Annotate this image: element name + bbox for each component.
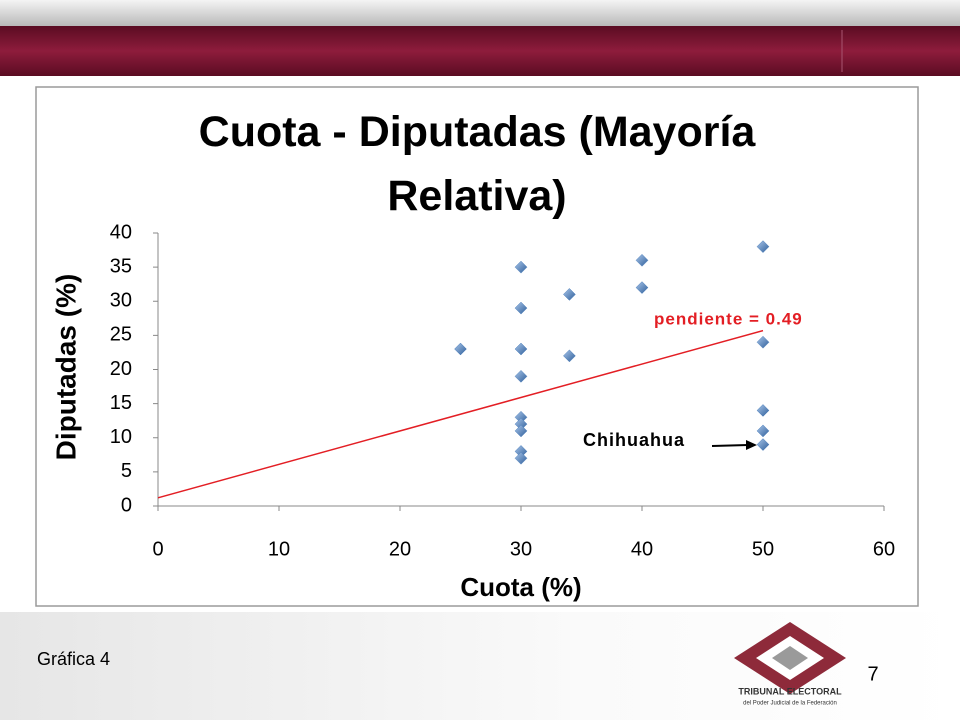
data-point	[563, 288, 576, 301]
data-point	[756, 424, 770, 438]
header-top	[0, 0, 960, 26]
x-tick-label: 0	[152, 538, 163, 560]
y-tick-label: 0	[121, 494, 132, 516]
annotation: Chihuahua	[583, 430, 685, 450]
annotation-arrowhead	[746, 440, 757, 450]
y-tick-label: 15	[110, 392, 132, 414]
data-point	[514, 424, 528, 438]
annotation: pendiente = 0.49	[654, 309, 803, 328]
trendline	[157, 329, 764, 499]
data-point	[514, 342, 528, 356]
x-tick-label: 20	[389, 538, 411, 560]
data-point	[563, 349, 576, 363]
x-tick-label: 50	[752, 538, 774, 560]
data-point	[514, 301, 528, 315]
y-tick-label: 5	[121, 460, 132, 482]
x-axis-label: Cuota (%)	[460, 572, 581, 602]
x-tick-label: 30	[510, 538, 532, 560]
logo-subtitle: del Poder Judicial de la Federación	[743, 701, 837, 707]
data-point	[514, 260, 528, 274]
y-tick-label: 35	[110, 255, 132, 277]
caption: Gráfica 4	[37, 649, 110, 669]
annotation-arrow	[711, 444, 749, 447]
logo	[734, 622, 846, 694]
data-point	[635, 253, 649, 267]
x-tick-label: 60	[873, 538, 895, 560]
x-tick-label: 40	[631, 538, 653, 560]
logo-title: TRIBUNAL ELECTORAL	[738, 686, 842, 696]
y-tick-label: 30	[110, 290, 132, 312]
x-tick-label: 10	[268, 538, 290, 560]
y-tick-label: 40	[110, 221, 132, 243]
data-point	[454, 342, 467, 356]
chart-frame	[35, 86, 919, 607]
header-band	[0, 26, 960, 76]
y-tick-label: 20	[110, 358, 132, 380]
data-point	[514, 451, 528, 465]
data-point	[635, 281, 649, 294]
data-point	[756, 335, 770, 349]
data-point	[756, 404, 770, 417]
chart-title: Cuota - Diputadas (Mayoría Relativa)	[198, 108, 756, 220]
data-point	[756, 438, 770, 451]
y-tick-label: 10	[110, 426, 132, 448]
page-number: 7	[867, 663, 878, 685]
data-point	[514, 369, 528, 383]
y-axis-label: Diputadas (%)	[50, 274, 81, 461]
data-point	[756, 240, 770, 254]
y-tick-label: 25	[110, 324, 132, 346]
